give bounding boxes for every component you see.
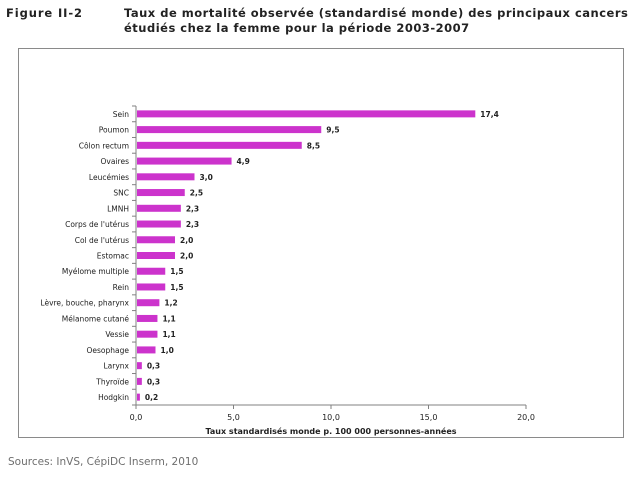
- value-label: 2,0: [180, 236, 193, 245]
- category-label: SNC: [113, 189, 129, 198]
- category-label: Oesophage: [87, 346, 130, 355]
- bar: [137, 141, 302, 149]
- figure-title-line-1: Taux de mortalité observée (standardisé …: [124, 6, 629, 20]
- bar: [137, 346, 156, 354]
- x-tick-label: 20,0: [517, 413, 535, 422]
- bar: [137, 330, 158, 338]
- x-tick-label: 10,0: [322, 413, 340, 422]
- category-label: Hodgkin: [98, 393, 129, 402]
- category-label: Estomac: [97, 252, 129, 261]
- category-label: Vessie: [105, 330, 129, 339]
- x-tick-label: 15,0: [420, 413, 438, 422]
- figure-label: Figure II-2: [6, 6, 83, 20]
- category-label: Col de l'utérus: [75, 236, 129, 245]
- bar-chart: 0,0 5,0 10,0 15,0 20,0 Taux standardisés mond…: [40, 105, 535, 436]
- category-label: Rein: [113, 283, 130, 292]
- bar: [137, 236, 175, 244]
- figure-title-line-2: étudiés chez la femme pour la période 20…: [124, 21, 470, 35]
- value-label: 0,3: [147, 377, 160, 386]
- value-label: 9,5: [326, 126, 339, 135]
- x-tick-label: 0,0: [130, 413, 143, 422]
- value-label: 0,2: [145, 393, 158, 402]
- bar: [137, 173, 195, 181]
- value-label: 2,3: [186, 204, 199, 213]
- value-label: 1,1: [162, 314, 175, 323]
- bar: [137, 377, 142, 385]
- x-tick-label: 5,0: [227, 413, 240, 422]
- bar: [137, 126, 322, 134]
- category-label: Mélanome cutané: [62, 314, 130, 323]
- value-label: 2,3: [186, 220, 199, 229]
- category-label: Thyroïde: [95, 377, 129, 386]
- x-axis-title: Taux standardisés monde p. 100 000 perso…: [205, 426, 456, 436]
- category-label: Larynx: [104, 362, 130, 371]
- category-label: LMNH: [107, 204, 129, 213]
- bar: [137, 157, 232, 165]
- category-label: Leucémies: [89, 173, 129, 182]
- value-label: 2,5: [190, 189, 203, 198]
- bar: [137, 283, 166, 291]
- value-label: 1,5: [170, 283, 183, 292]
- bar: [137, 314, 158, 322]
- value-label: 4,9: [237, 157, 250, 166]
- bar: [137, 189, 185, 197]
- bar: [137, 362, 142, 370]
- figure-header: Figure II-2 Taux de mortalité observée (…: [6, 6, 634, 36]
- category-label: Poumon: [99, 126, 129, 135]
- category-label: Lèvre, bouche, pharynx: [40, 299, 129, 308]
- category-label: Myélome multiple: [62, 267, 130, 276]
- value-label: 1,2: [164, 299, 177, 308]
- value-label: 3,0: [200, 173, 213, 182]
- bar: [137, 393, 140, 401]
- value-label: 1,0: [161, 346, 174, 355]
- bar: [137, 220, 181, 228]
- value-label: 1,1: [162, 330, 175, 339]
- bar: [137, 110, 476, 118]
- bar: [137, 267, 166, 275]
- value-label: 0,3: [147, 362, 160, 371]
- bar: [137, 252, 175, 259]
- figure-title: Taux de mortalité observée (standardisé …: [124, 6, 628, 36]
- category-label: Corps de l'utérus: [65, 220, 129, 229]
- category-label: Côlon rectum: [79, 141, 129, 150]
- value-label: 8,5: [307, 141, 320, 150]
- bar: [137, 204, 181, 212]
- value-label: 1,5: [170, 267, 183, 276]
- value-label: 17,4: [480, 110, 499, 119]
- source-note: Sources: InVS, CépiDC Inserm, 2010: [8, 456, 199, 468]
- category-label: Ovaires: [101, 157, 130, 166]
- chart-frame: 0,0 5,0 10,0 15,0 20,0 Taux standardisés mond…: [18, 48, 624, 438]
- category-label: Sein: [113, 110, 129, 119]
- bar: [137, 299, 160, 307]
- value-label: 2,0: [180, 252, 193, 261]
